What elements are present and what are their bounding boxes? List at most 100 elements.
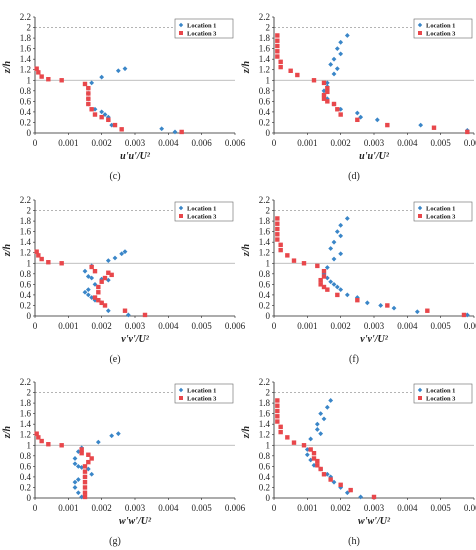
data-point-location-1 xyxy=(99,109,105,115)
x-tick-label: 0.002 xyxy=(92,321,112,331)
data-point-location-3 xyxy=(315,458,320,464)
data-point-location-3 xyxy=(328,477,333,482)
data-point-location-1 xyxy=(125,312,131,318)
data-point-location-1 xyxy=(92,297,98,303)
data-point-location-3 xyxy=(315,263,320,269)
y-tick-label: 0.6 xyxy=(259,279,271,289)
subfigure-label: (f) xyxy=(349,354,359,365)
legend-label: Location 3 xyxy=(426,395,456,402)
data-point-location-3 xyxy=(59,443,64,448)
data-point-location-1 xyxy=(328,246,334,251)
data-point-location-3 xyxy=(311,450,317,456)
panel-g: 00.20.40.60.811.21.41.61.822.20 0.001 0.00… xyxy=(2,377,246,547)
data-point-location-3 xyxy=(96,297,101,303)
y-tick-label: 0.8 xyxy=(259,269,271,279)
y-tick-label: 1.4 xyxy=(259,54,271,64)
data-point-location-1 xyxy=(391,305,397,311)
y-tick-label: 0.2 xyxy=(259,482,270,492)
data-point-location-1 xyxy=(105,277,111,283)
data-point-location-3 xyxy=(96,290,101,295)
y-tick-label: 1.6 xyxy=(20,227,32,237)
x-axis-title: u'u'/U² xyxy=(359,151,390,162)
y-tick-label: 1.6 xyxy=(20,44,32,54)
data-point-location-1 xyxy=(172,129,178,135)
data-point-location-3 xyxy=(36,435,41,440)
data-point-location-1 xyxy=(159,126,165,132)
data-point-location-1 xyxy=(338,287,344,293)
y-tick-label: 1.2 xyxy=(20,65,31,75)
data-point-location-1 xyxy=(328,398,334,403)
y-tick-label: 0.8 xyxy=(259,451,271,461)
data-point-location-3 xyxy=(321,268,327,274)
legend-marker-location-1 xyxy=(178,205,184,211)
data-point-location-1 xyxy=(115,431,121,437)
y-axis-title: z/h xyxy=(2,425,13,439)
y-tick-label: 0.6 xyxy=(259,461,271,471)
data-point-location-1 xyxy=(115,68,121,74)
y-axis-title: z/h xyxy=(2,243,13,257)
y-tick-label: 0.8 xyxy=(20,86,32,96)
data-point-location-3 xyxy=(82,469,88,474)
data-point-location-3 xyxy=(89,456,94,461)
x-tick-label: 0.006 xyxy=(464,321,476,331)
data-point-location-1 xyxy=(105,114,111,120)
data-point-location-1 xyxy=(324,265,330,270)
data-point-location-3 xyxy=(86,96,91,101)
data-point-location-1 xyxy=(89,275,95,281)
subfigure-label: (e) xyxy=(109,354,120,365)
x-tick-label: 0.001 xyxy=(58,321,78,331)
data-point-location-3 xyxy=(465,129,470,135)
subfigure-label: (g) xyxy=(109,536,121,547)
data-point-location-3 xyxy=(46,260,51,265)
data-point-location-1 xyxy=(112,255,118,261)
legend-label: Location 1 xyxy=(426,22,455,29)
data-point-location-1 xyxy=(334,229,340,235)
data-point-location-3 xyxy=(275,408,280,414)
y-tick-label: 1.8 xyxy=(259,398,271,408)
data-point-location-3 xyxy=(311,456,317,461)
y-tick-label: 0.8 xyxy=(259,86,271,96)
data-point-location-3 xyxy=(79,450,84,456)
y-tick-label: 1.6 xyxy=(259,409,271,419)
data-point-location-3 xyxy=(275,43,280,49)
x-tick-label: 0.006 xyxy=(464,503,476,513)
y-tick-label: 0 xyxy=(27,311,32,321)
y-tick-label: 1.4 xyxy=(20,419,32,429)
x-tick-label: 0.003 xyxy=(125,503,146,513)
data-point-location-1 xyxy=(75,490,81,496)
data-point-location-1 xyxy=(314,421,320,427)
data-point-location-3 xyxy=(34,66,39,71)
data-point-location-3 xyxy=(308,447,313,452)
data-point-location-1 xyxy=(105,308,111,314)
data-point-location-3 xyxy=(278,247,283,253)
y-tick-label: 0 xyxy=(266,493,271,503)
legend-marker-location-1 xyxy=(417,22,423,28)
panel-h: 00.20.40.60.811.21.41.61.822.20 0.001 0.00… xyxy=(241,377,476,547)
data-point-location-3 xyxy=(338,112,343,117)
y-tick-label: 1 xyxy=(266,440,271,450)
y-tick-label: 1 xyxy=(27,258,32,268)
data-point-location-3 xyxy=(109,272,114,278)
data-point-location-1 xyxy=(122,249,128,255)
x-tick-label: 0.001 xyxy=(297,138,317,148)
data-point-location-3 xyxy=(278,242,283,248)
data-point-location-1 xyxy=(89,471,95,477)
data-point-location-3 xyxy=(321,274,327,279)
data-point-location-3 xyxy=(82,485,88,490)
x-axis-title: v'v'/U² xyxy=(121,334,149,345)
data-point-location-3 xyxy=(278,429,283,435)
data-point-location-1 xyxy=(321,416,327,422)
data-point-location-1 xyxy=(414,309,420,315)
legend-marker-location-3 xyxy=(418,31,422,35)
y-tick-label: 0 xyxy=(27,128,32,138)
data-point-location-1 xyxy=(105,258,111,264)
y-tick-label: 1.8 xyxy=(259,216,271,226)
data-point-location-3 xyxy=(86,452,91,457)
data-point-location-3 xyxy=(46,442,51,447)
legend-label: Location 3 xyxy=(187,395,217,402)
y-tick-label: 0.4 xyxy=(20,290,32,300)
x-tick-label: 0 xyxy=(33,503,38,513)
y-tick-label: 1 xyxy=(266,258,271,268)
data-point-location-3 xyxy=(431,125,437,130)
